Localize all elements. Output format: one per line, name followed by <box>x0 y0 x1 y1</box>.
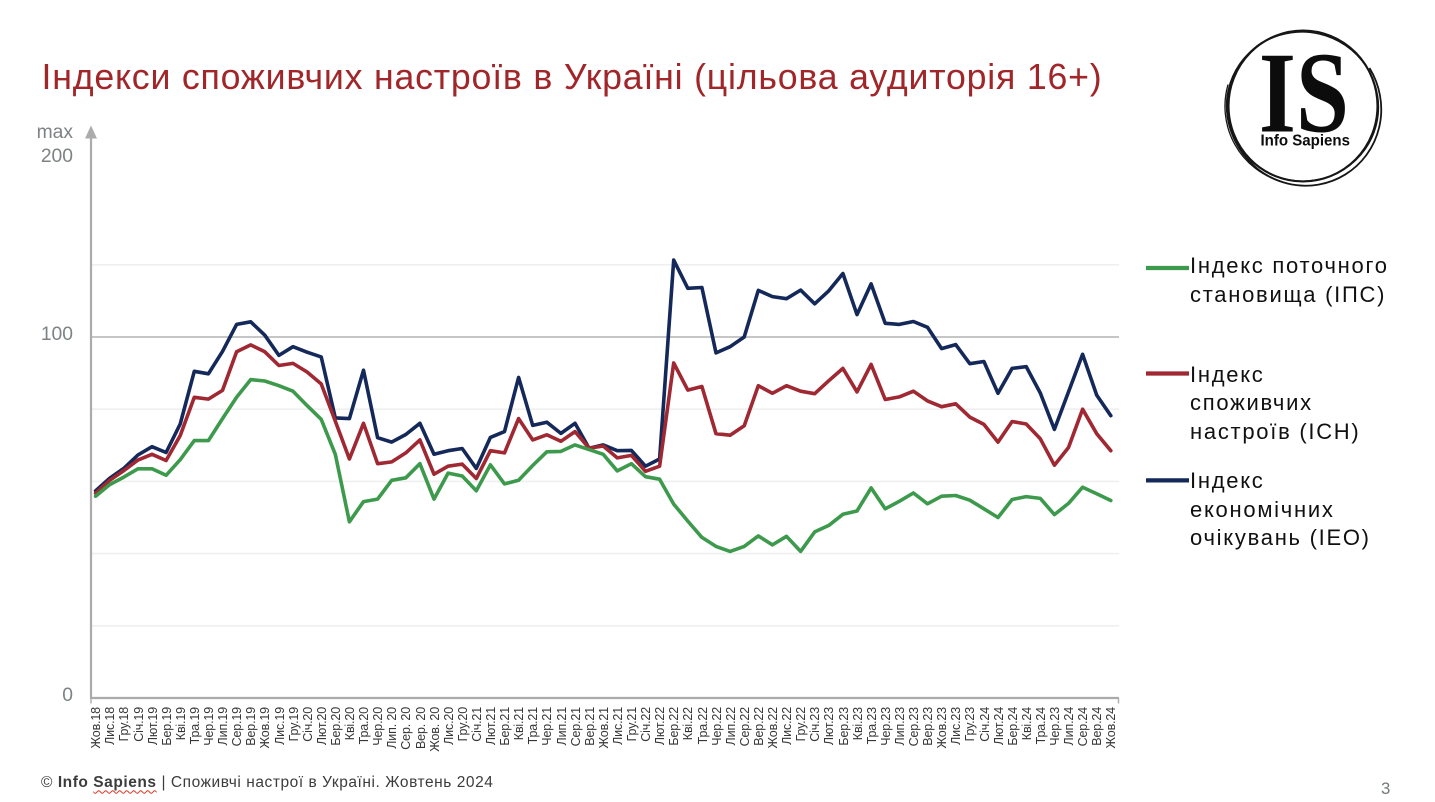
svg-text:IS: IS <box>1259 28 1349 156</box>
svg-text:Info Sapiens: Info Sapiens <box>1260 133 1350 150</box>
